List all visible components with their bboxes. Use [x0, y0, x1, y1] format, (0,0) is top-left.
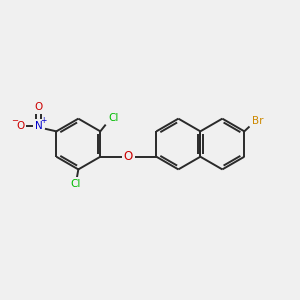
Text: −: − [11, 116, 18, 125]
Text: +: + [40, 116, 47, 125]
Text: O: O [124, 150, 133, 163]
Text: Br: Br [252, 116, 263, 126]
Text: N: N [34, 121, 42, 131]
Text: O: O [16, 121, 25, 131]
Text: Cl: Cl [71, 179, 81, 189]
Text: O: O [34, 102, 43, 112]
Text: Cl: Cl [108, 113, 118, 123]
